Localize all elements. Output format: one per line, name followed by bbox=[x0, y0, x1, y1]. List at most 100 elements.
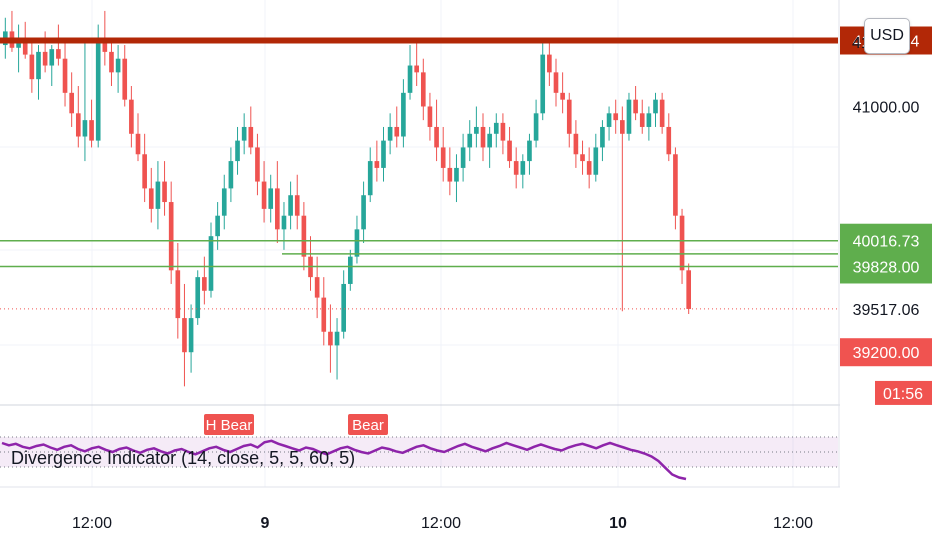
candle-body bbox=[374, 161, 380, 168]
candle-body bbox=[89, 120, 94, 141]
candle-body bbox=[447, 167, 453, 182]
candle-body bbox=[420, 72, 426, 107]
candle-body bbox=[288, 195, 293, 216]
price-tag-label: 39200.00 bbox=[853, 345, 920, 362]
candle-body bbox=[321, 297, 327, 332]
price-tag-label: 39517.06 bbox=[853, 302, 920, 319]
time-tick-label: 10 bbox=[609, 515, 627, 532]
candle-body bbox=[513, 161, 519, 175]
candle-body bbox=[394, 126, 400, 137]
candle-body bbox=[653, 99, 658, 114]
candle-body bbox=[82, 120, 88, 137]
candle-body bbox=[566, 99, 572, 134]
candle-body bbox=[148, 188, 154, 209]
candle-body bbox=[659, 99, 665, 127]
candle-body bbox=[527, 140, 532, 162]
candle-body bbox=[294, 195, 300, 216]
price-tag bbox=[840, 338, 932, 367]
candle-body bbox=[49, 49, 55, 66]
indicator-pane[interactable]: H Bear Bear Divergence Indicator (14, clos… bbox=[0, 404, 840, 481]
candle-body bbox=[175, 270, 181, 319]
candle-body bbox=[221, 188, 227, 216]
bear-signal-tag bbox=[204, 414, 254, 435]
candle-body bbox=[414, 65, 419, 73]
candle-body bbox=[493, 122, 499, 134]
time-tick-label: 9 bbox=[261, 515, 270, 532]
candle-body bbox=[228, 161, 234, 189]
candle-body bbox=[208, 236, 214, 291]
candle-body bbox=[686, 270, 692, 309]
indicator-line bbox=[1, 439, 687, 481]
candle-body bbox=[261, 181, 267, 209]
candle-body bbox=[155, 181, 161, 209]
candle-body bbox=[109, 51, 114, 73]
candle-body bbox=[36, 51, 41, 80]
candle-body bbox=[440, 147, 446, 168]
bear-signal-label: H Bear bbox=[206, 417, 253, 434]
candle-body bbox=[639, 113, 645, 127]
candle-body bbox=[248, 126, 254, 148]
candle-body bbox=[547, 54, 552, 73]
candle-body bbox=[75, 113, 81, 137]
countdown-label: 01:56 bbox=[883, 386, 923, 403]
candle-body bbox=[533, 113, 539, 141]
candle-body bbox=[487, 133, 492, 148]
candle-body bbox=[29, 54, 35, 80]
candle-body bbox=[467, 133, 473, 148]
candle-body bbox=[354, 229, 360, 257]
candle-body bbox=[301, 215, 307, 257]
price-tag bbox=[840, 249, 932, 284]
candle-body bbox=[235, 140, 240, 162]
candle-body bbox=[500, 122, 506, 141]
candle-body bbox=[95, 40, 101, 141]
candle-body bbox=[586, 161, 592, 175]
candle-body bbox=[56, 49, 61, 59]
price-level-lines[interactable] bbox=[0, 37, 838, 310]
time-axis[interactable]: 12:00 9 12:00 10 12:00 bbox=[0, 486, 840, 532]
candle-body bbox=[182, 318, 187, 353]
candle-body bbox=[135, 133, 141, 155]
candle-body bbox=[613, 113, 619, 121]
price-axis[interactable]: 41483.3440016.7339828.0039517.0601:56392… bbox=[838, 0, 932, 487]
candle-body bbox=[580, 154, 585, 162]
candle-body bbox=[560, 92, 565, 100]
candle-body bbox=[69, 92, 74, 114]
candle-body bbox=[427, 106, 433, 127]
candle-body bbox=[195, 277, 201, 319]
candle-body bbox=[460, 147, 466, 168]
price-tag bbox=[840, 294, 932, 323]
candle-body bbox=[381, 140, 386, 168]
candle-body bbox=[341, 283, 347, 332]
bear-signal-tag bbox=[348, 414, 388, 435]
candle-body bbox=[268, 188, 274, 209]
time-tick-label: 12:00 bbox=[773, 515, 813, 532]
candle-body bbox=[646, 113, 652, 127]
candle-body bbox=[673, 154, 678, 216]
candle-body bbox=[168, 202, 174, 271]
candle-body bbox=[188, 318, 194, 353]
currency-button[interactable]: USD bbox=[864, 18, 910, 54]
candle-body bbox=[666, 126, 672, 155]
candle-body bbox=[314, 277, 320, 298]
candle-body bbox=[507, 140, 512, 162]
candle-body bbox=[593, 147, 599, 175]
candle-body bbox=[407, 65, 413, 93]
candle-body bbox=[367, 161, 373, 196]
candle-body bbox=[454, 167, 459, 182]
candle-body bbox=[142, 154, 147, 189]
candle-body bbox=[275, 188, 280, 230]
candle-body bbox=[553, 72, 559, 93]
candle-body bbox=[600, 126, 605, 148]
candle-body bbox=[162, 181, 167, 203]
time-tick-label: 12:00 bbox=[72, 515, 112, 532]
candle-body bbox=[573, 133, 579, 155]
candle-body bbox=[129, 99, 134, 134]
candlestick-series[interactable] bbox=[2, 10, 692, 387]
candle-body bbox=[347, 256, 353, 284]
candle-body bbox=[115, 58, 121, 73]
candle-body bbox=[255, 147, 260, 182]
candle-body bbox=[102, 40, 108, 52]
candle-body bbox=[202, 277, 207, 291]
candle-body bbox=[401, 92, 406, 137]
